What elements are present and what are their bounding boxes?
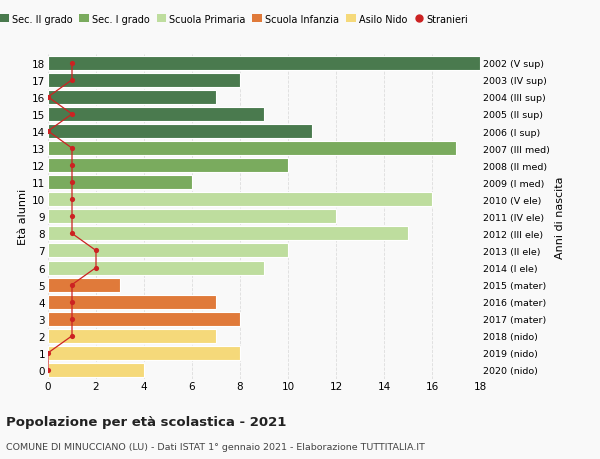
Point: [67, 179, 77, 186]
Point: [67, 162, 77, 169]
Bar: [48, 176, 192, 190]
Point: [67, 145, 77, 152]
Y-axis label: Età alunni: Età alunni: [18, 189, 28, 245]
Bar: [48, 329, 216, 343]
Point: [43, 366, 53, 374]
Bar: [48, 91, 216, 105]
Bar: [48, 125, 312, 139]
Point: [67, 111, 77, 118]
Text: Popolazione per età scolastica - 2021: Popolazione per età scolastica - 2021: [6, 415, 286, 428]
Point: [67, 77, 77, 84]
Point: [67, 332, 77, 340]
Bar: [48, 363, 144, 377]
Point: [91, 264, 101, 272]
Bar: [48, 346, 240, 360]
Bar: [48, 193, 432, 207]
Bar: [48, 142, 456, 156]
Bar: [48, 278, 120, 292]
Point: [43, 128, 53, 135]
Point: [43, 94, 53, 101]
Bar: [48, 312, 240, 326]
Bar: [48, 227, 408, 241]
Y-axis label: Anni di nascita: Anni di nascita: [555, 176, 565, 258]
Point: [67, 60, 77, 67]
Point: [91, 247, 101, 255]
Bar: [48, 108, 264, 122]
Point: [67, 230, 77, 238]
Bar: [48, 159, 288, 173]
Point: [67, 315, 77, 323]
Point: [67, 281, 77, 289]
Point: [67, 196, 77, 203]
Bar: [48, 295, 216, 309]
Legend: Sec. II grado, Sec. I grado, Scuola Primaria, Scuola Infanzia, Asilo Nido, Stran: Sec. II grado, Sec. I grado, Scuola Prim…: [0, 15, 468, 25]
Bar: [48, 210, 336, 224]
Point: [67, 213, 77, 221]
Point: [43, 349, 53, 357]
Bar: [48, 261, 264, 275]
Bar: [48, 73, 240, 88]
Bar: [48, 56, 480, 71]
Bar: [48, 244, 288, 258]
Text: COMUNE DI MINUCCIANO (LU) - Dati ISTAT 1° gennaio 2021 - Elaborazione TUTTITALIA: COMUNE DI MINUCCIANO (LU) - Dati ISTAT 1…: [6, 442, 425, 451]
Point: [67, 298, 77, 306]
